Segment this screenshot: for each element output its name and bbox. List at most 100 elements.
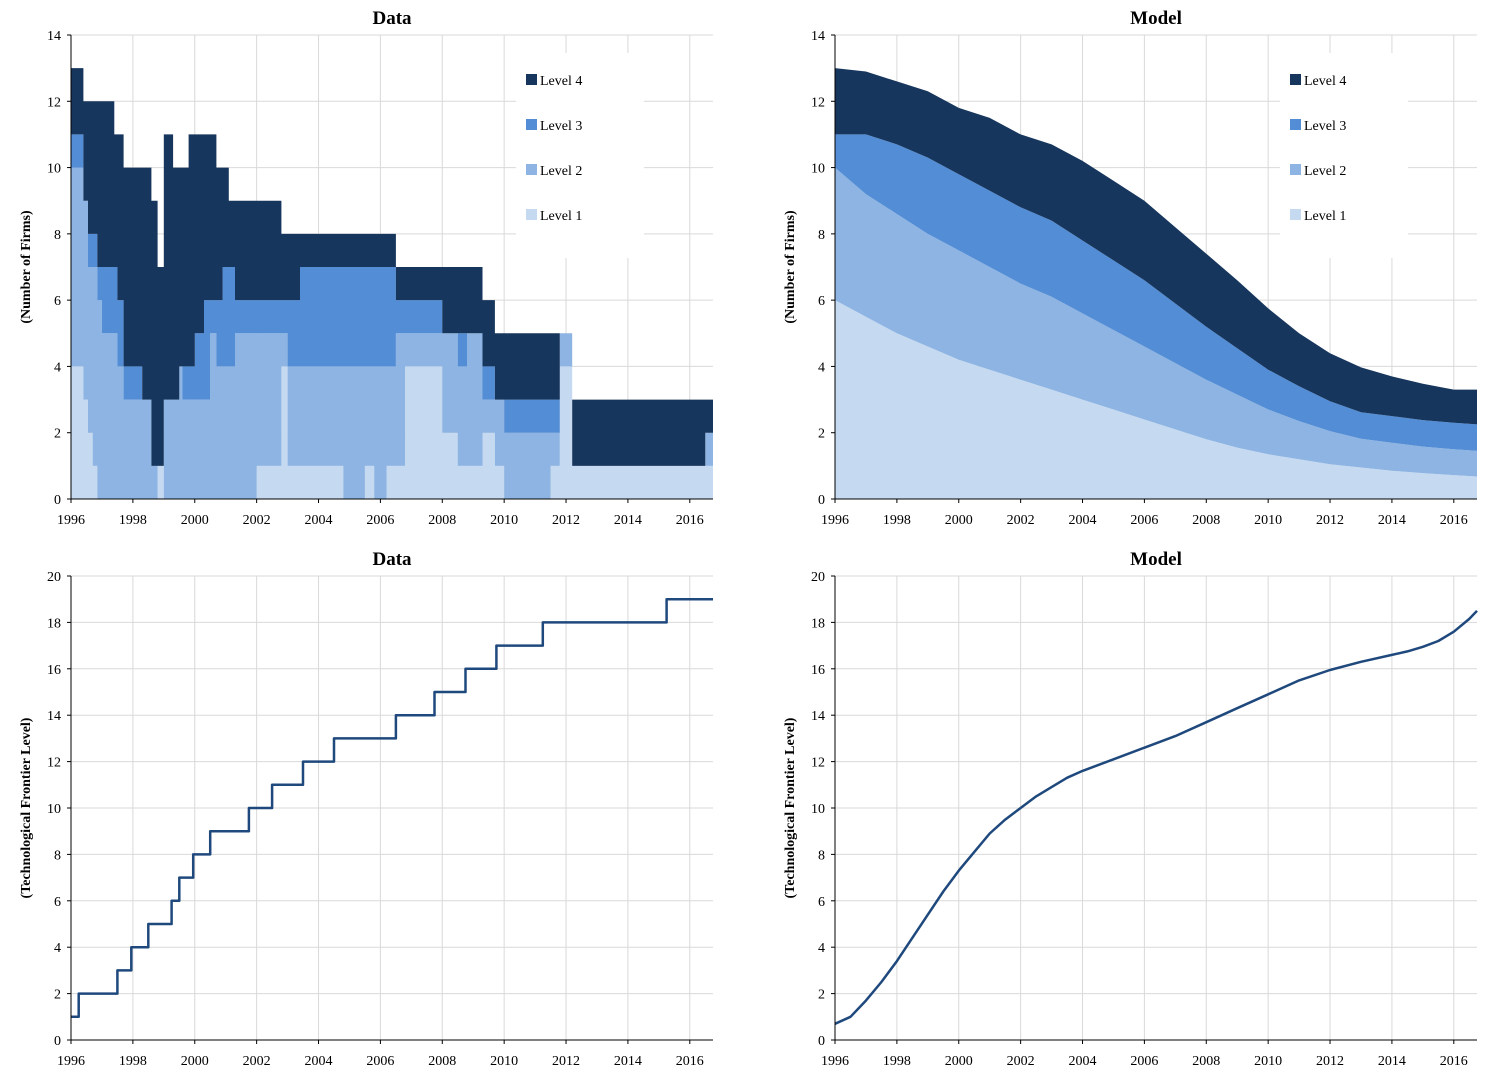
x-tick-label: 1996 — [821, 1054, 849, 1069]
y-tick-label: 14 — [811, 709, 825, 724]
legend-swatch — [1290, 74, 1301, 85]
legend-label: Level 1 — [1304, 209, 1346, 224]
y-tick-label: 10 — [811, 802, 825, 817]
chart-title: Model — [1130, 549, 1182, 570]
x-tick-label: 2002 — [243, 1054, 271, 1069]
y-tick-label: 2 — [818, 427, 825, 442]
x-tick-label: 2010 — [1254, 1054, 1282, 1069]
y-tick-label: 18 — [811, 616, 825, 631]
legend-swatch — [1290, 119, 1301, 130]
x-tick-label: 2006 — [366, 1054, 394, 1069]
top-left-panel: 0 2 4 6 8 10 12 14 1996 1998 2000 2002 2004 2006 2008 2… — [19, 8, 713, 528]
series-line — [834, 609, 1478, 1025]
x-tick-label: 2012 — [1316, 1054, 1344, 1069]
legend-swatch — [1290, 209, 1301, 220]
legend-label: Level 4 — [1304, 74, 1346, 89]
legend-swatch — [526, 74, 537, 85]
x-tick-label: 2008 — [428, 1054, 456, 1069]
x-tick-label: 1998 — [883, 513, 911, 528]
x-tick-label: 2000 — [181, 513, 209, 528]
y-tick-label: 12 — [47, 756, 61, 771]
y-tick-label: 12 — [811, 95, 825, 110]
y-tick-label: 6 — [818, 294, 825, 309]
x-tick-label: 2012 — [1316, 513, 1344, 528]
x-tick-label: 2000 — [945, 1054, 973, 1069]
area-level-2 — [71, 167, 713, 499]
x-tick-label: 2010 — [490, 513, 518, 528]
y-tick-label: 0 — [818, 493, 825, 508]
x-tick-label: 1998 — [119, 513, 147, 528]
x-tick-label: 2008 — [428, 513, 456, 528]
legend-swatch — [526, 119, 537, 130]
x-tick-label: 2008 — [1192, 1054, 1220, 1069]
y-tick-label: 8 — [818, 848, 825, 863]
y-tick-label: 8 — [54, 228, 61, 243]
legend-swatch — [1290, 164, 1301, 175]
x-tick-label: 1996 — [57, 1054, 85, 1069]
x-tick-label: 2010 — [490, 1054, 518, 1069]
x-tick-label: 2014 — [1378, 1054, 1406, 1069]
y-tick-label: 14 — [47, 29, 61, 44]
x-tick-label: 2004 — [305, 1054, 333, 1069]
x-tick-label: 2014 — [614, 1054, 642, 1069]
chart-title: Data — [372, 8, 412, 29]
chart-title: Data — [372, 549, 412, 570]
x-tick-label: 2016 — [676, 513, 704, 528]
y-tick-label: 10 — [47, 802, 61, 817]
bottom-left-panel: 0 2 4 6 8 10 12 14 16 18 20 1996 1998 2000 2002 2004 200… — [19, 549, 713, 1069]
legend-swatch — [526, 164, 537, 175]
legend-label: Level 3 — [540, 119, 582, 134]
y-tick-label: 4 — [54, 360, 61, 375]
legend-label: Level 4 — [540, 74, 582, 89]
x-tick-label: 1996 — [821, 513, 849, 528]
y-tick-label: 16 — [811, 663, 825, 678]
y-tick-label: 2 — [54, 427, 61, 442]
y-tick-label: 4 — [54, 941, 61, 956]
y-tick-label: 0 — [54, 1034, 61, 1049]
y-tick-label: 6 — [818, 895, 825, 910]
y-tick-label: 10 — [811, 162, 825, 177]
top-right-panel: 0 2 4 6 8 10 12 14 1996 1998 2000 2002 2004 2006 2008 2… — [783, 8, 1477, 528]
legend-box — [516, 53, 644, 258]
area-level-2 — [835, 167, 1477, 477]
area-level-1 — [835, 300, 1477, 499]
area-level-1 — [71, 366, 713, 499]
x-tick-label: 2014 — [1378, 513, 1406, 528]
x-tick-label: 2016 — [676, 1054, 704, 1069]
x-tick-label: 2000 — [181, 1054, 209, 1069]
y-axis-label: (Number of Firms) — [19, 210, 34, 324]
legend-swatch — [526, 209, 537, 220]
x-tick-label: 1998 — [883, 1054, 911, 1069]
x-tick-label: 2016 — [1440, 1054, 1468, 1069]
legend-label: Level 3 — [1304, 119, 1346, 134]
y-tick-label: 0 — [54, 493, 61, 508]
y-tick-label: 14 — [811, 29, 825, 44]
x-tick-label: 2004 — [1069, 513, 1097, 528]
legend-label: Level 2 — [1304, 164, 1346, 179]
x-tick-label: 2010 — [1254, 513, 1282, 528]
y-tick-label: 20 — [47, 570, 61, 585]
legend-label: Level 1 — [540, 209, 582, 224]
y-tick-label: 0 — [818, 1034, 825, 1049]
x-tick-label: 2014 — [614, 513, 642, 528]
x-tick-label: 2004 — [1069, 1054, 1097, 1069]
x-tick-label: 1998 — [119, 1054, 147, 1069]
x-tick-label: 2006 — [1130, 1054, 1158, 1069]
x-tick-label: 2002 — [243, 513, 271, 528]
y-tick-label: 10 — [47, 162, 61, 177]
x-tick-label: 2002 — [1007, 1054, 1035, 1069]
x-tick-label: 2012 — [552, 1054, 580, 1069]
series-line — [71, 597, 713, 1019]
y-tick-label: 6 — [54, 294, 61, 309]
x-tick-label: 2016 — [1440, 513, 1468, 528]
x-tick-label: 2012 — [552, 513, 580, 528]
x-tick-label: 2004 — [305, 513, 333, 528]
legend-box — [1280, 53, 1408, 258]
y-tick-label: 2 — [54, 988, 61, 1003]
x-tick-label: 2002 — [1007, 513, 1035, 528]
y-tick-label: 14 — [47, 709, 61, 724]
area-level-4 — [835, 68, 1477, 425]
y-tick-label: 2 — [818, 988, 825, 1003]
